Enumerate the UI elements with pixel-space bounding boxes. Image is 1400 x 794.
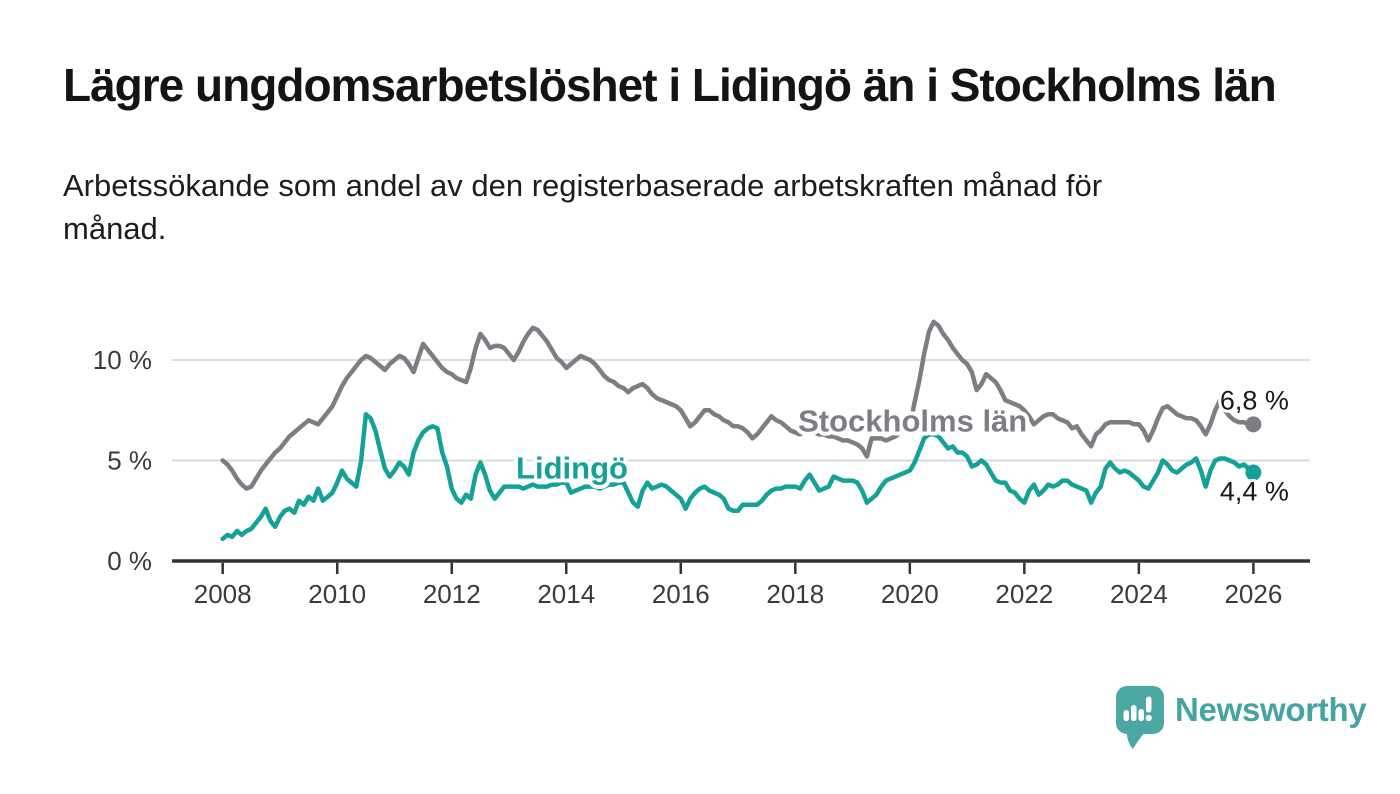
x-axis-tick-label: 2022 [995,579,1053,609]
x-axis-tick-label: 2026 [1224,579,1282,609]
end-dot-stockholm [1245,416,1262,433]
series-line-lidingo [220,412,1256,542]
x-axis-tick-label: 2016 [652,579,710,609]
brand-name: Newsworthy [1175,691,1367,728]
newsworthy-logo-icon [1116,686,1164,749]
chart-subtitle-line-1: Arbetssökande som andel av den registerb… [63,168,1103,203]
series-line-stockholm [220,319,1256,491]
newsworthy-branding: Newsworthy [1116,686,1367,752]
series-label-stockholm: Stockholms län [798,403,1027,438]
series-label-lidingo: Lidingö [516,451,628,486]
x-axis-tick-label: 2010 [308,579,366,609]
x-axis-tick-label: 2020 [881,579,939,609]
end-value-label-lidingo: 4,4 % [1220,477,1289,507]
logo-exclamation-dot [1145,714,1152,722]
logo-bar-1 [1123,710,1129,721]
y-axis-tick-label: 10 % [93,345,152,375]
end-dot-lidingo [1245,464,1262,481]
end-value-label-stockholm: 6,8 % [1220,385,1289,415]
logo-bar-2 [1131,705,1137,721]
y-axis-tick-label: 5 % [107,446,152,476]
logo-exclamation-stem [1146,696,1152,713]
x-axis-tick-label: 2014 [537,579,595,609]
chart-title: Lägre ungdomsarbetslöshet i Lidingö än i… [63,59,1277,111]
x-axis-tick-label: 2012 [423,579,481,609]
x-axis-tick-label: 2018 [766,579,824,609]
logo-bar-3 [1138,709,1144,721]
chart-subtitle-line-2: månad. [63,211,167,246]
chart-subtitle: Arbetssökande som andel av den registerb… [63,164,1363,250]
y-axis-tick-label: 0 % [107,546,152,576]
x-axis-tick-label: 2024 [1110,579,1168,609]
x-axis-tick-label: 2008 [194,579,252,609]
